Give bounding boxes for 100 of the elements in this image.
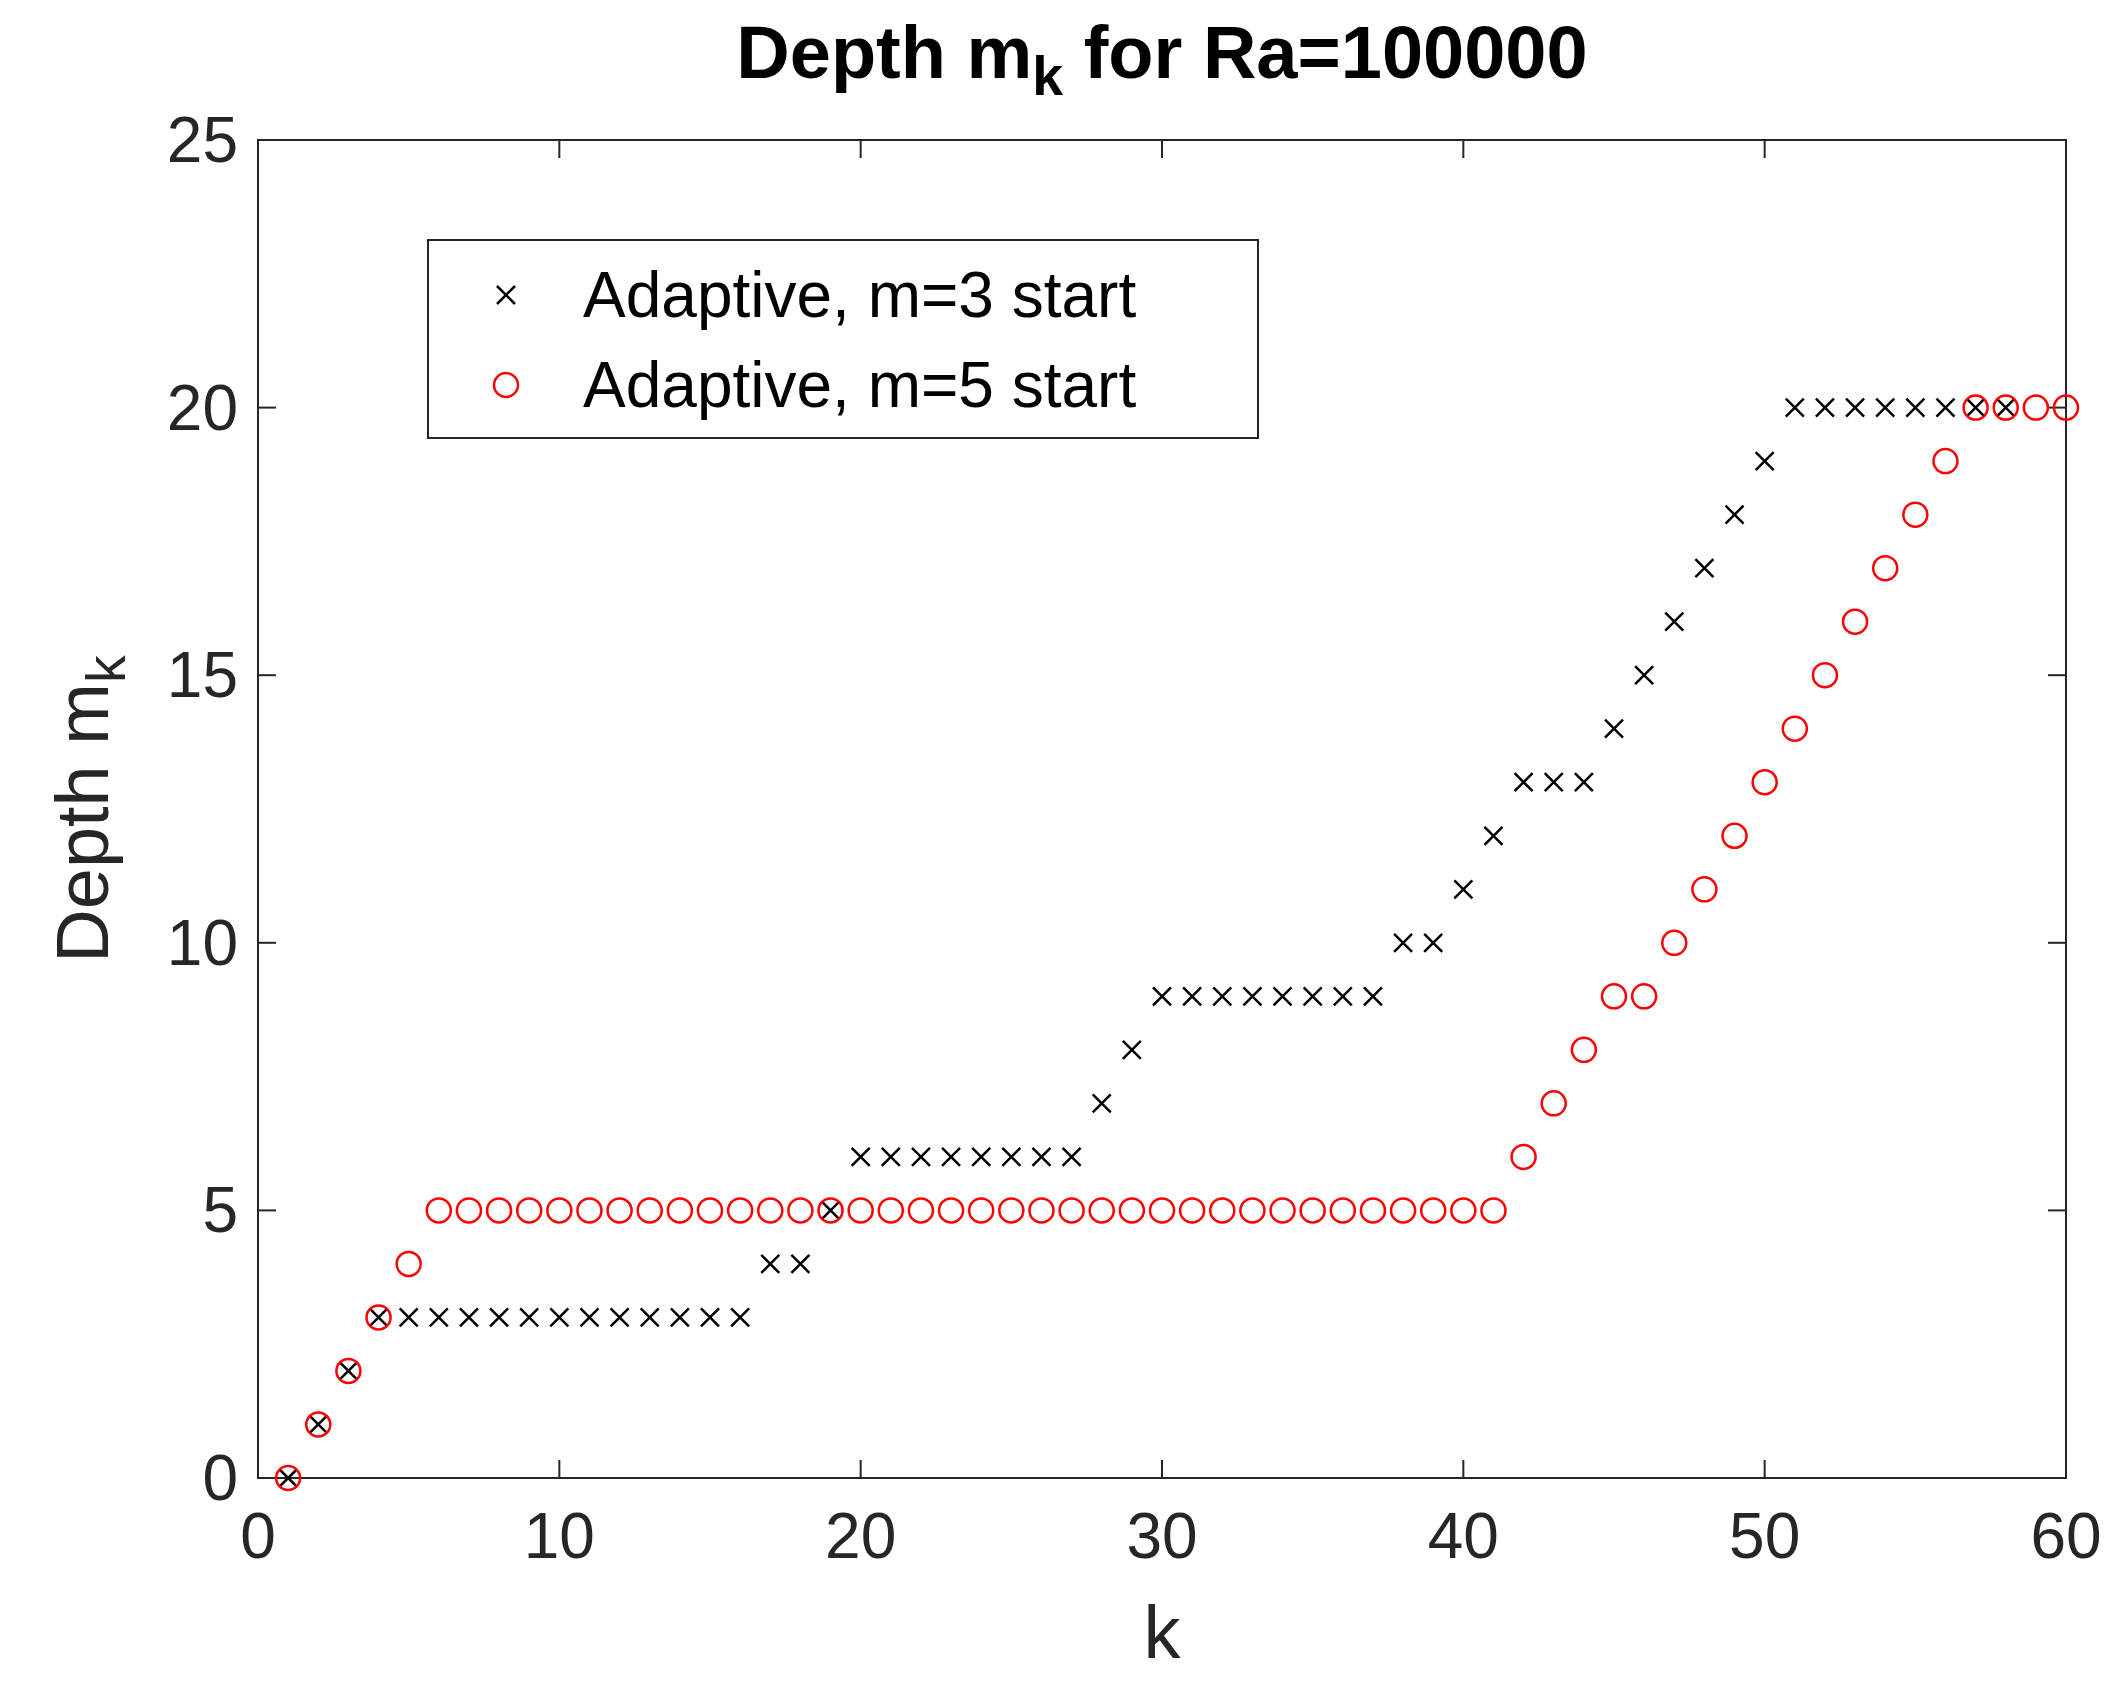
point xyxy=(1178,1197,1206,1224)
point xyxy=(726,1197,754,1224)
point xyxy=(967,1197,995,1224)
point xyxy=(1359,1197,1387,1224)
point xyxy=(398,1307,419,1328)
point xyxy=(699,1307,721,1328)
point xyxy=(1148,1197,1176,1224)
point xyxy=(910,1146,932,1168)
point xyxy=(1239,1197,1266,1224)
point xyxy=(1721,822,1748,850)
point xyxy=(1603,718,1625,739)
point xyxy=(1543,771,1564,793)
point xyxy=(1874,397,1896,418)
point xyxy=(696,1197,724,1224)
point xyxy=(546,1197,573,1224)
point xyxy=(425,1197,453,1224)
point xyxy=(787,1197,814,1224)
point xyxy=(1272,986,1293,1007)
point xyxy=(1724,504,1745,525)
point xyxy=(1932,447,1959,475)
point xyxy=(549,1307,570,1328)
point xyxy=(609,1307,630,1328)
point xyxy=(639,1307,660,1328)
point xyxy=(1480,1197,1507,1224)
point xyxy=(790,1253,811,1275)
point xyxy=(1453,879,1474,900)
point xyxy=(907,1197,935,1224)
point xyxy=(518,1307,540,1328)
point xyxy=(1811,661,1839,689)
point xyxy=(1784,397,1806,418)
point xyxy=(1844,397,1866,418)
point xyxy=(455,1197,483,1224)
point xyxy=(729,1307,751,1328)
point xyxy=(485,1197,513,1224)
x-tick-label: 50 xyxy=(1729,1500,1801,1572)
point xyxy=(1450,1197,1477,1224)
point xyxy=(606,1197,633,1224)
y-tick-label: 25 xyxy=(166,104,238,176)
point xyxy=(1091,1093,1112,1114)
point xyxy=(998,1197,1025,1224)
y-tick-label: 15 xyxy=(166,639,238,712)
point xyxy=(1362,986,1384,1007)
point xyxy=(1031,1146,1052,1168)
x-tick-label: 60 xyxy=(2030,1500,2102,1572)
point xyxy=(1181,986,1203,1007)
legend-label: Adaptive, m=3 start xyxy=(583,259,1137,331)
point xyxy=(1510,1143,1537,1171)
point xyxy=(1028,1197,1055,1224)
point xyxy=(1061,1146,1082,1168)
point xyxy=(760,1253,781,1275)
y-tick-label: 0 xyxy=(202,1442,238,1514)
point xyxy=(937,1197,965,1224)
x-tick-label: 20 xyxy=(825,1500,897,1572)
point xyxy=(1781,715,1809,742)
y-tick-label: 10 xyxy=(166,906,238,979)
point xyxy=(1212,986,1233,1007)
x-tick-label: 10 xyxy=(523,1500,595,1572)
point xyxy=(1419,1197,1447,1224)
point xyxy=(2022,394,2050,421)
point xyxy=(1694,557,1715,579)
point xyxy=(395,1250,422,1278)
point xyxy=(1299,1197,1326,1224)
point xyxy=(579,1307,600,1328)
point xyxy=(1269,1197,1296,1224)
point xyxy=(1118,1197,1146,1224)
point xyxy=(666,1197,694,1224)
point xyxy=(1871,554,1899,582)
point xyxy=(1573,771,1595,793)
point xyxy=(458,1307,480,1328)
point xyxy=(669,1307,691,1328)
point xyxy=(2052,394,2080,421)
x-tick-label: 40 xyxy=(1427,1500,1499,1572)
point xyxy=(1058,1197,1085,1224)
y-tick-label: 20 xyxy=(166,371,238,444)
point xyxy=(1513,771,1534,793)
point xyxy=(1540,1090,1567,1117)
point xyxy=(847,1197,874,1224)
point xyxy=(1935,397,1956,418)
point xyxy=(1332,986,1354,1007)
point xyxy=(1302,986,1323,1007)
point xyxy=(1389,1197,1417,1224)
point xyxy=(636,1197,663,1224)
point xyxy=(940,1146,962,1168)
point xyxy=(880,1146,902,1168)
point xyxy=(1392,932,1414,954)
point xyxy=(1905,397,1926,418)
point xyxy=(1814,397,1836,418)
x-axis-title: k xyxy=(1143,1591,1182,1674)
point xyxy=(757,1197,784,1224)
point xyxy=(1088,1197,1115,1224)
point xyxy=(515,1197,543,1224)
legend-label: Adaptive, m=5 start xyxy=(583,349,1137,421)
point xyxy=(1151,986,1173,1007)
point xyxy=(1570,1036,1598,1064)
point xyxy=(1209,1197,1236,1224)
point xyxy=(1630,983,1658,1010)
point xyxy=(1242,986,1263,1007)
point xyxy=(1751,768,1778,796)
chart-title: Depth m$_{k}$ for Ra=100000 xyxy=(736,11,1588,107)
point xyxy=(1841,608,1869,635)
